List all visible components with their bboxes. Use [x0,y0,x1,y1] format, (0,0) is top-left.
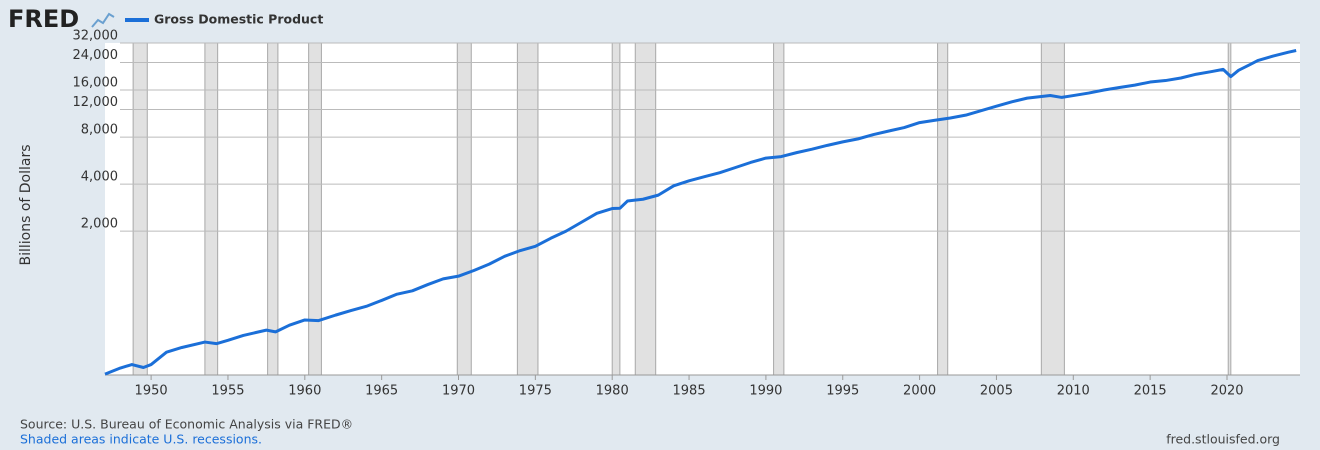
y-tick-label: 8,000 [81,123,118,138]
recession-band [308,42,322,376]
recession-band [132,42,148,376]
plot-area [105,43,1300,375]
recession-band [1040,42,1065,376]
recession-note[interactable]: Shaded areas indicate U.S. recessions. [20,432,262,447]
recession-band [456,42,472,376]
source: Source: U.S. Bureau of Economic Analysis… [20,417,353,432]
y-tick-label: 12,000 [73,95,119,110]
x-tick-label: 1950 [135,384,168,399]
recession-band [267,42,279,376]
y-axis-title: Billions of Dollars [18,144,34,265]
x-tick-label: 1985 [673,384,706,399]
recession-band [634,42,657,376]
data-line [104,49,1297,376]
recession-band [204,42,219,376]
x-tick-label: 1965 [365,384,398,399]
y-tick-label: 32,000 [73,29,119,44]
y-tick-label: 16,000 [73,76,119,91]
x-tick-label: 1970 [442,384,475,399]
site-link[interactable]: fred.stlouisfed.org [1166,432,1280,447]
y-tick-label: 4,000 [81,170,118,185]
x-tick-label: 2020 [1210,384,1243,399]
recession-band [1227,42,1232,376]
x-tick-label: 1975 [519,384,552,399]
recession-band [516,42,539,376]
legend-label: Gross Domestic Product [154,12,323,27]
x-tick-label: 1980 [596,384,629,399]
x-tick-label: 2005 [980,384,1013,399]
x-tick-label: 1955 [211,384,244,399]
x-tick-label: 2000 [903,384,936,399]
y-tick-label: 2,000 [81,217,118,232]
logo-icon [91,12,115,28]
recession-band [773,42,785,376]
recession-band [937,42,949,376]
x-tick-label: 1990 [749,384,782,399]
x-tick-label: 2010 [1057,384,1090,399]
x-tick-label: 2015 [1134,384,1167,399]
x-tick-label: 1960 [288,384,321,399]
x-tick-label: 1995 [826,384,859,399]
logo: FRED [8,5,79,33]
y-tick-label: 24,000 [73,48,119,63]
